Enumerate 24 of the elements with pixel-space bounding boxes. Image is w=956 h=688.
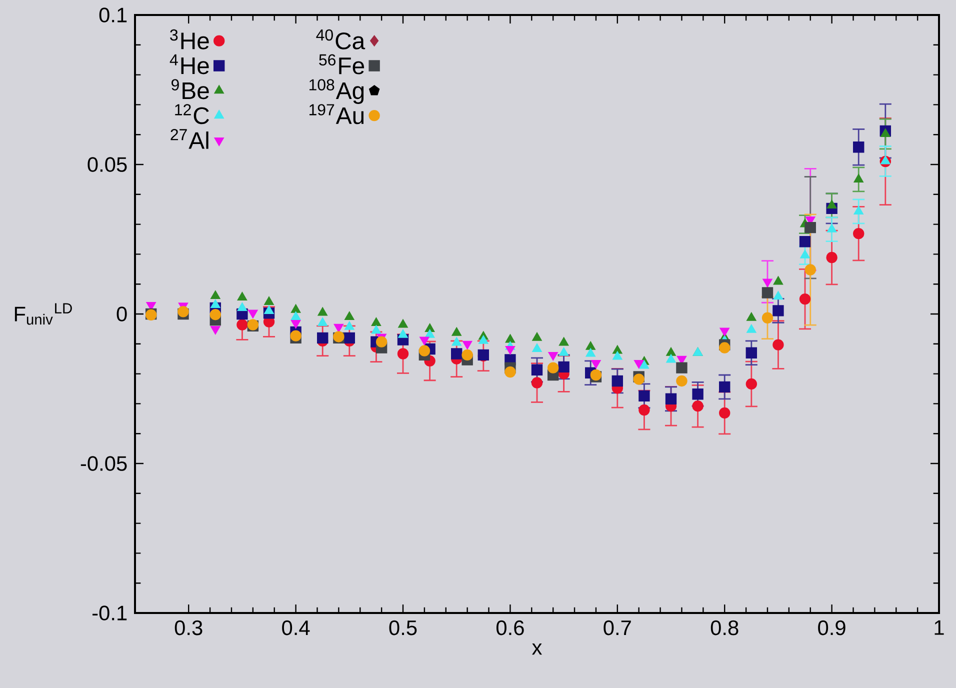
y-tick-label: 0.05: [88, 157, 127, 172]
legend-label: $^{9}$Be: [172, 79, 209, 100]
x-tick-label: 0.4: [282, 620, 310, 636]
legend-label: $^{3}$He: [170, 29, 209, 50]
y-tick-label: -0.1: [92, 606, 127, 620]
x-tick-label: 0.9: [818, 620, 846, 636]
x-tick-label: 0.8: [710, 620, 738, 636]
x-tick-label: 0.3: [174, 620, 202, 636]
legend-label: $^{197}$Au: [309, 104, 364, 124]
legend-label: $^{108}$Ag: [309, 79, 364, 104]
legend-label: $^{12}$C: [175, 104, 209, 124]
x-tick-label: 0.6: [496, 620, 524, 636]
y-axis-title: F$_{univ}$LD: [14, 303, 72, 325]
legend-label: $^{40}$Ca: [316, 29, 366, 50]
y-tick-label: 0: [116, 306, 127, 322]
y-tick-label: -0.05: [80, 456, 127, 471]
y-tick-label: 0.1: [99, 8, 127, 22]
legend-label: $^{56}$Fe: [319, 54, 364, 74]
x-axis-title: x: [532, 644, 542, 655]
legend-label: $^{27}$Al: [170, 129, 208, 149]
legend-label: $^{4}$He: [170, 54, 209, 74]
x-tick-label: 0.5: [389, 620, 417, 636]
x-tick-label: 0.7: [604, 620, 631, 636]
x-tick-label: 1: [934, 620, 944, 635]
